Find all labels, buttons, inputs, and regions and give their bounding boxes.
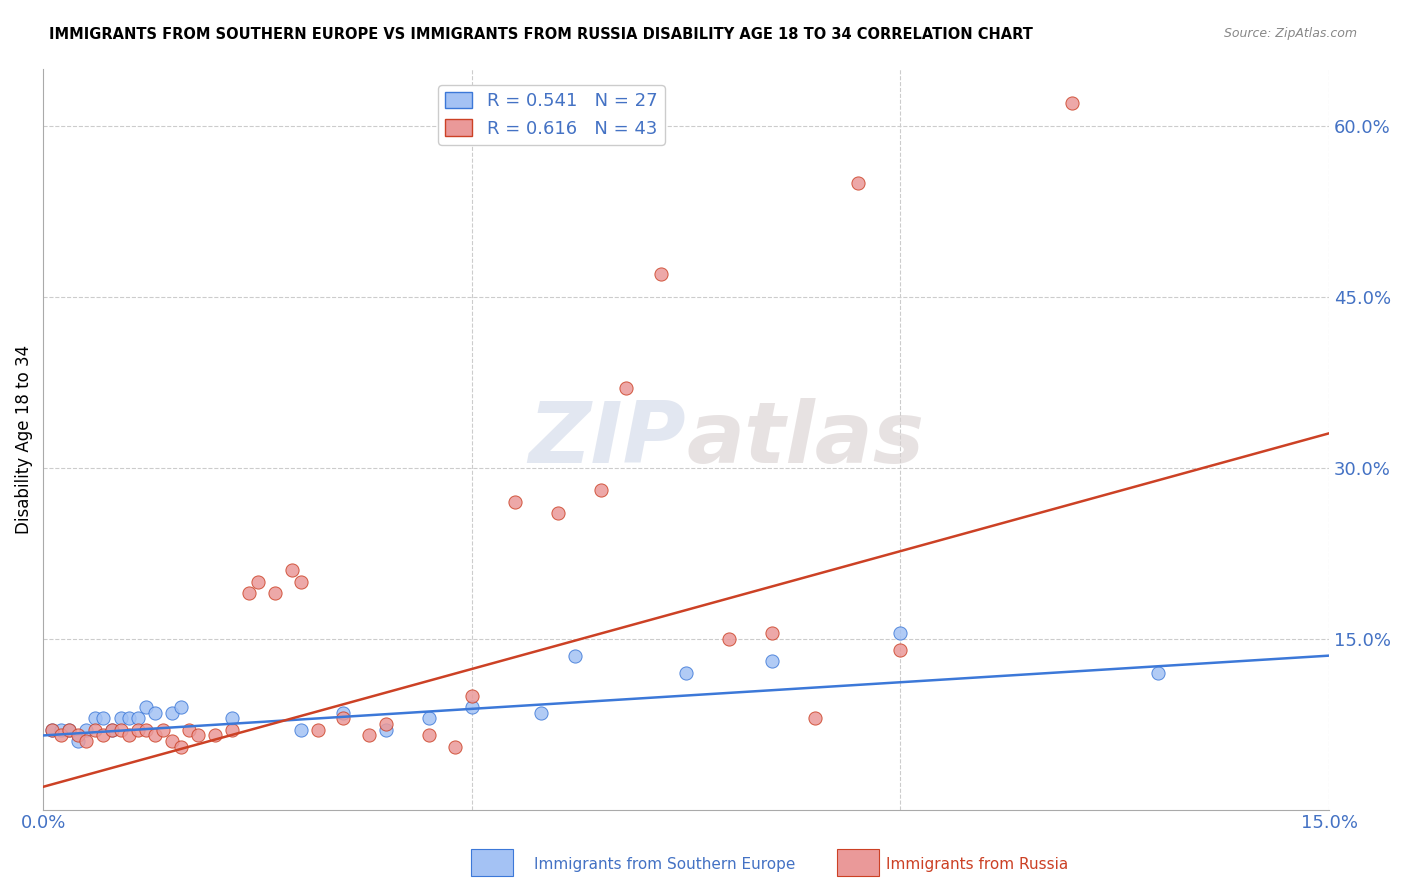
Y-axis label: Disability Age 18 to 34: Disability Age 18 to 34: [15, 344, 32, 533]
Text: ZIP: ZIP: [529, 398, 686, 481]
Point: [263, 586, 285, 600]
Point: [127, 711, 149, 725]
Point: [49, 723, 72, 737]
Point: [93, 728, 115, 742]
Point: [375, 723, 398, 737]
Point: [169, 739, 191, 754]
Point: [803, 711, 825, 725]
Point: [290, 574, 312, 589]
Text: Source: ZipAtlas.com: Source: ZipAtlas.com: [1223, 27, 1357, 40]
Point: [41, 723, 63, 737]
Point: [110, 711, 132, 725]
Point: [160, 734, 183, 748]
Point: [307, 723, 329, 737]
Point: [101, 723, 124, 737]
Point: [589, 483, 612, 498]
Point: [83, 711, 105, 725]
Point: [187, 728, 209, 742]
Point: [290, 723, 312, 737]
Point: [375, 717, 398, 731]
Point: [66, 734, 89, 748]
Point: [221, 723, 243, 737]
Point: [846, 176, 869, 190]
Point: [761, 654, 783, 668]
Point: [675, 665, 697, 680]
Point: [418, 728, 440, 742]
Point: [281, 563, 304, 577]
Text: IMMIGRANTS FROM SOUTHERN EUROPE VS IMMIGRANTS FROM RUSSIA DISABILITY AGE 18 TO 3: IMMIGRANTS FROM SOUTHERN EUROPE VS IMMIG…: [49, 27, 1033, 42]
Point: [179, 723, 201, 737]
Point: [66, 728, 89, 742]
Point: [75, 734, 97, 748]
Point: [614, 381, 637, 395]
Point: [152, 723, 174, 737]
Text: atlas: atlas: [686, 398, 924, 481]
Point: [118, 711, 141, 725]
Point: [58, 723, 80, 737]
Text: Immigrants from Russia: Immigrants from Russia: [886, 857, 1069, 872]
Point: [49, 728, 72, 742]
Point: [143, 706, 166, 720]
Point: [418, 711, 440, 725]
Point: [83, 723, 105, 737]
Point: [135, 700, 157, 714]
Point: [143, 728, 166, 742]
Point: [359, 728, 381, 742]
Point: [761, 625, 783, 640]
Point: [564, 648, 586, 663]
Legend: R = 0.541   N = 27, R = 0.616   N = 43: R = 0.541 N = 27, R = 0.616 N = 43: [439, 85, 665, 145]
Point: [110, 723, 132, 737]
Point: [332, 706, 354, 720]
Point: [503, 494, 526, 508]
Point: [93, 711, 115, 725]
Point: [127, 723, 149, 737]
Point: [101, 723, 124, 737]
Point: [461, 689, 484, 703]
Point: [204, 728, 226, 742]
Point: [238, 586, 260, 600]
Point: [75, 723, 97, 737]
Point: [529, 706, 551, 720]
Point: [221, 711, 243, 725]
Point: [650, 267, 672, 281]
Point: [246, 574, 269, 589]
Point: [889, 625, 911, 640]
Text: Immigrants from Southern Europe: Immigrants from Southern Europe: [534, 857, 796, 872]
Point: [718, 632, 741, 646]
Point: [58, 723, 80, 737]
Point: [169, 700, 191, 714]
Point: [547, 506, 569, 520]
Point: [160, 706, 183, 720]
Point: [332, 711, 354, 725]
Point: [1146, 665, 1168, 680]
Point: [118, 728, 141, 742]
Point: [1060, 95, 1083, 110]
Point: [461, 700, 484, 714]
Point: [135, 723, 157, 737]
Point: [41, 723, 63, 737]
Point: [889, 643, 911, 657]
Point: [443, 739, 465, 754]
